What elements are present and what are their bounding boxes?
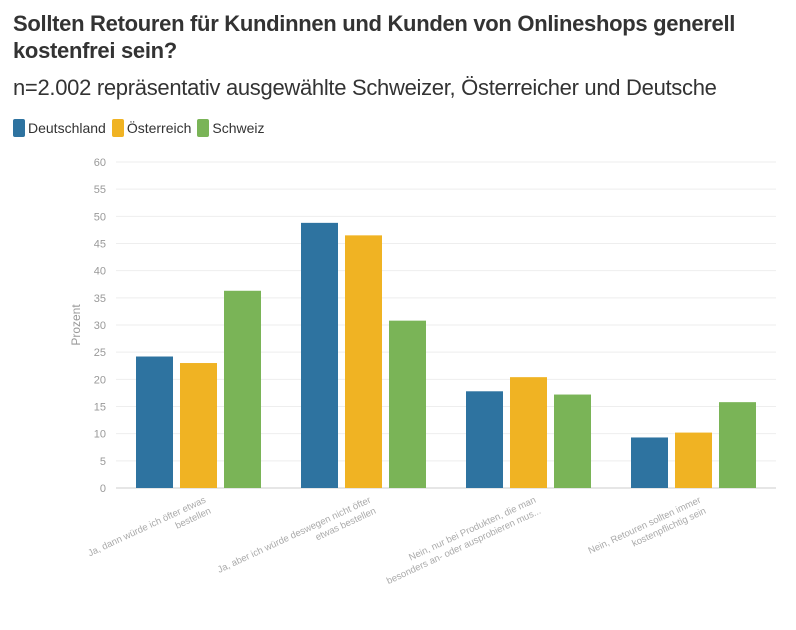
x-category-label: Nein, Retouren sollten immerkostenpflich…: [587, 495, 708, 568]
x-category-label: Ja, dann würde ich öfter etwasbestellen: [86, 495, 213, 570]
y-tick-label: 10: [94, 429, 106, 441]
bar-schweiz: [224, 290, 261, 488]
legend: Deutschland Österreich Schweiz: [13, 119, 265, 137]
y-tick-label: 15: [94, 402, 106, 414]
legend-label-schweiz: Schweiz: [212, 120, 265, 136]
bar-deutschland: [466, 391, 503, 488]
bar-österreich: [510, 377, 547, 488]
legend-item-schweiz[interactable]: Schweiz: [197, 119, 265, 137]
legend-label-deutschland: Deutschland: [28, 120, 106, 136]
bar-österreich: [345, 235, 382, 488]
x-category-label-line: besonders an- oder ausprobieren mus...: [385, 506, 543, 587]
bar-deutschland: [631, 437, 668, 488]
y-tick-label: 0: [100, 483, 106, 495]
bar-schweiz: [719, 402, 756, 488]
y-tick-label: 55: [94, 184, 106, 196]
x-category-label: Ja, aber ich würde deswegen nicht öftere…: [216, 495, 378, 587]
legend-swatch-oesterreich: [111, 119, 124, 137]
legend-label-oesterreich: Österreich: [126, 120, 192, 136]
y-tick-label: 5: [100, 456, 106, 468]
bar-österreich: [180, 363, 217, 488]
y-tick-label: 25: [94, 347, 106, 359]
legend-item-deutschland[interactable]: Deutschland: [13, 119, 106, 137]
x-category-label: Nein, nur bei Produkten, die manbesonder…: [380, 495, 543, 587]
bar-deutschland: [301, 222, 338, 488]
legend-swatch-schweiz: [197, 119, 210, 137]
y-tick-label: 20: [94, 374, 106, 386]
x-category-label-line: Nein, nur bei Produkten, die man: [407, 495, 538, 564]
y-tick-label: 45: [94, 239, 106, 251]
y-tick-label: 60: [94, 157, 106, 169]
x-category-label-line: Ja, dann würde ich öfter etwas: [86, 495, 208, 560]
legend-item-oesterreich[interactable]: Österreich: [111, 119, 192, 137]
bar-deutschland: [136, 356, 173, 488]
x-category-label-line: Ja, aber ich würde deswegen nicht öfter: [216, 495, 373, 576]
chart-title: Sollten Retouren für Kundinnen und Kunde…: [13, 11, 736, 63]
y-tick-label: 35: [94, 293, 106, 305]
bar-schweiz: [389, 320, 426, 488]
bar-schweiz: [554, 394, 591, 488]
legend-swatch-deutschland: [13, 119, 25, 137]
y-tick-label: 40: [94, 266, 106, 278]
chart-subtitle: n=2.002 repräsentativ ausgewählte Schwei…: [13, 75, 717, 100]
bar-österreich: [675, 432, 712, 488]
y-tick-label: 30: [94, 320, 106, 332]
y-axis-label: Prozent: [69, 304, 83, 346]
y-tick-label: 50: [94, 211, 106, 223]
